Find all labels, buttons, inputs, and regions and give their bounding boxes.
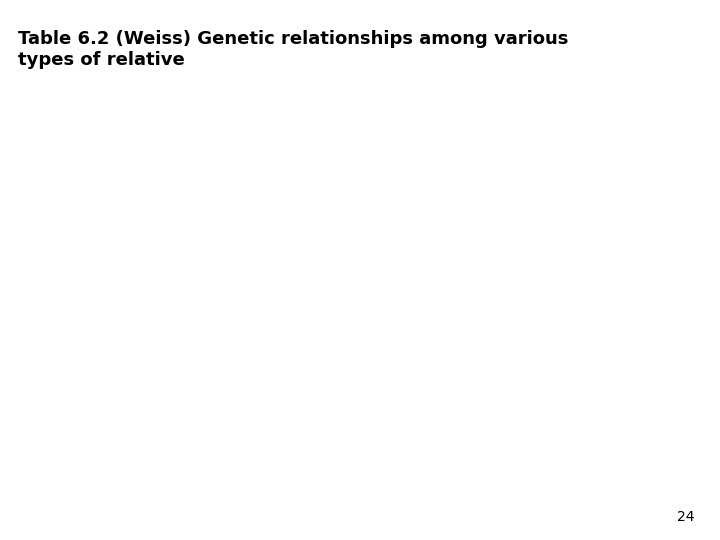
- Text: Table 6.2 (Weiss) Genetic relationships among various
types of relative: Table 6.2 (Weiss) Genetic relationships …: [18, 30, 568, 69]
- Text: 24: 24: [678, 510, 695, 524]
